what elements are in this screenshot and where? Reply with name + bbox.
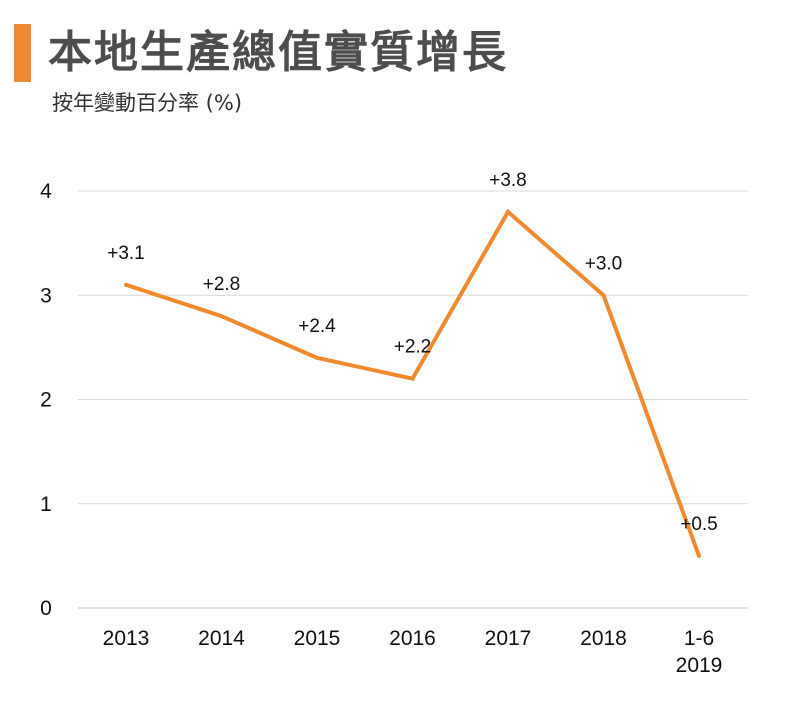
- x-tick-label-5: 2018: [580, 627, 627, 650]
- y-axis-ticks: 0 1 2 3 4: [40, 180, 52, 620]
- data-label-4: +3.8: [489, 170, 527, 191]
- y-tick-label-2: 2: [40, 389, 52, 412]
- data-labels: +3.1 +2.8 +2.4 +2.2 +3.8 +3.0 +0.5: [107, 170, 718, 535]
- chart-subtitle: 按年變動百分率 (%): [52, 91, 243, 115]
- x-tick-label-4: 2017: [485, 627, 532, 650]
- data-label-2: +2.4: [298, 316, 336, 337]
- x-tick-label-2: 2015: [294, 627, 341, 650]
- data-point-0: [124, 282, 128, 287]
- y-tick-label-4: 4: [40, 180, 52, 203]
- page-title: 本地生產總值實質增長: [48, 27, 508, 78]
- data-point-4: [506, 209, 510, 214]
- data-label-5: +3.0: [585, 253, 623, 274]
- x-tick-label-0: 2013: [103, 627, 150, 650]
- data-point-3: [410, 376, 415, 381]
- data-label-6: +0.5: [680, 514, 718, 535]
- data-point-6: [697, 553, 701, 558]
- data-label-0: +3.1: [107, 243, 145, 264]
- title-accent-bar: [14, 24, 31, 82]
- series-line-group: [124, 208, 701, 558]
- x-tick-label-1: 2014: [198, 627, 245, 650]
- data-label-3: +2.2: [394, 337, 432, 358]
- data-point-1: [219, 314, 224, 319]
- y-tick-label-1: 1: [40, 493, 52, 516]
- x-tick-label-6-line-0: 1-6: [684, 627, 714, 650]
- data-point-2: [315, 355, 319, 360]
- gridlines: [78, 190, 748, 609]
- y-tick-label-3: 3: [40, 284, 52, 307]
- x-axis-ticks: 2013 2014 2015 2016 2017 2018 1-6 2019: [103, 627, 723, 677]
- data-point-5: [601, 293, 606, 298]
- x-tick-label-3: 2016: [389, 627, 436, 650]
- x-tick-label-6-line-1: 2019: [676, 654, 723, 677]
- data-label-1: +2.8: [203, 274, 241, 295]
- y-tick-label-0: 0: [40, 597, 52, 620]
